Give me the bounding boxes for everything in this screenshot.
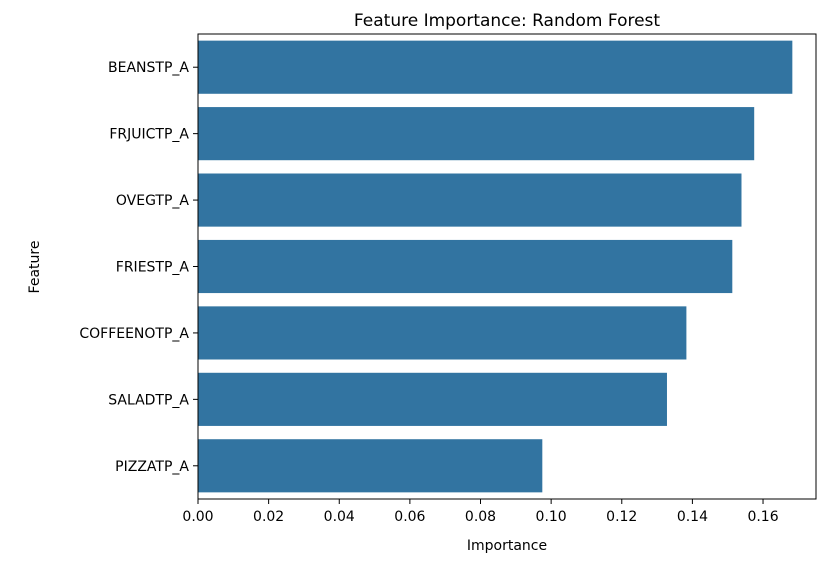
y-axis-ticks: BEANSTP_A FRJUICTP_A OVEGTP_A FRIESTP_A COFF… <box>79 60 198 475</box>
x-tick-label: 0.00 <box>182 509 213 525</box>
x-axis-ticks: 0.00 0.02 0.04 0.06 0.08 0.10 0.12 0.14 0.16 <box>182 499 779 525</box>
x-tick-label: 0.14 <box>677 509 708 525</box>
y-tick-label: BEANSTP_A <box>108 60 189 76</box>
bar-coffeenotp-a <box>198 306 687 360</box>
y-tick-label: OVEGTP_A <box>116 193 190 209</box>
y-tick-label: PIZZATP_A <box>115 459 189 475</box>
plot-frame <box>197 33 817 500</box>
x-tick-label: 0.06 <box>394 509 425 525</box>
bar-saladtp-a <box>198 372 667 426</box>
x-tick-label: 0.08 <box>465 509 496 525</box>
bar-friestp-a <box>198 239 733 294</box>
y-tick-label: SALADTP_A <box>108 392 189 408</box>
bar-ovegtp-a <box>198 173 742 227</box>
bar-frjuictp-a <box>198 107 755 161</box>
y-tick-label: FRIESTP_A <box>116 260 190 276</box>
x-tick-label: 0.10 <box>536 509 567 525</box>
x-tick-label: 0.02 <box>253 509 284 525</box>
bars-group <box>198 40 793 493</box>
y-tick-label: FRJUICTP_A <box>109 127 189 143</box>
x-axis-label: Importance <box>467 538 547 554</box>
chart-title: Feature Importance: Random Forest <box>354 11 660 31</box>
x-tick-label: 0.04 <box>324 509 355 525</box>
y-axis-label: Feature <box>27 241 43 294</box>
y-tick-label: COFFEENOTP_A <box>79 326 189 342</box>
bar-pizzatp-a <box>198 439 543 493</box>
x-tick-label: 0.12 <box>606 509 637 525</box>
x-tick-label: 0.16 <box>747 509 778 525</box>
bar-beanstp-a <box>198 40 793 94</box>
